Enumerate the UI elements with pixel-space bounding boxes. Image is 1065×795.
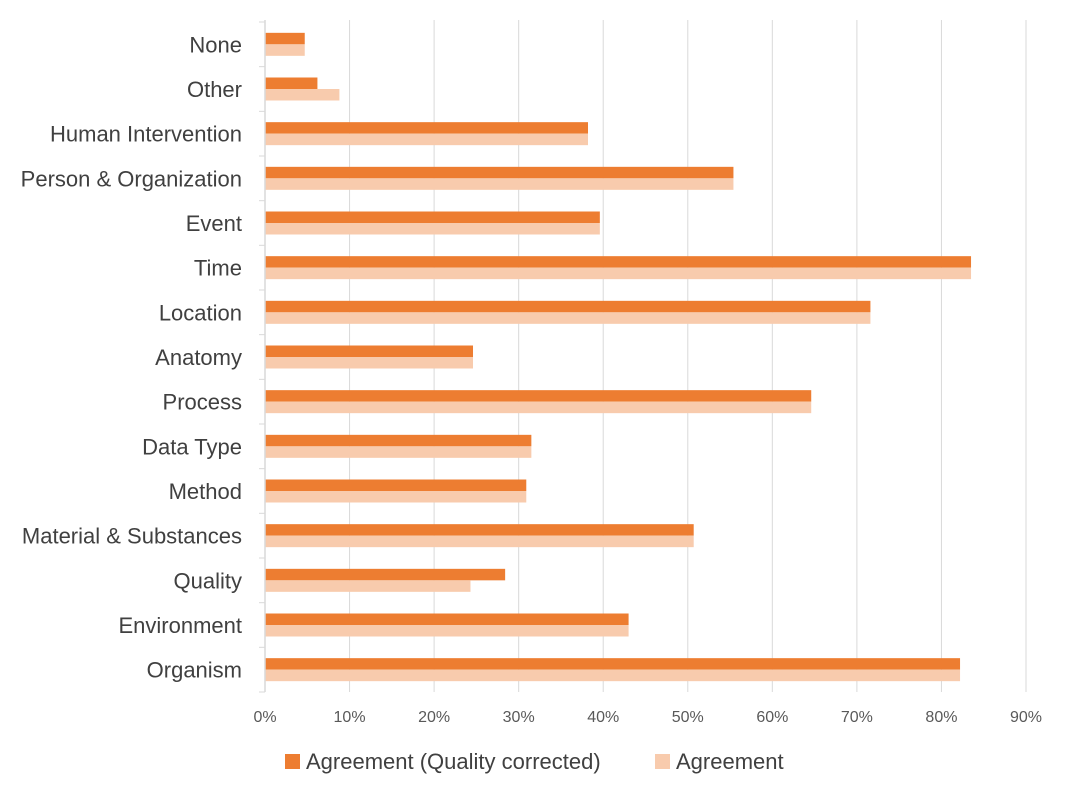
bar-method-agreement (265, 491, 527, 503)
category-label-method: Method (169, 479, 242, 504)
category-label-person-and-organization: Person & Organization (21, 166, 242, 191)
bar-other-agreement (265, 89, 340, 101)
bar-person-and-organization-agreement-quality-corrected (265, 166, 734, 179)
bar-anatomy-agreement-quality-corrected (265, 345, 474, 357)
x-tick-label-20pct: 20% (418, 709, 450, 726)
bar-process-agreement-quality-corrected (265, 390, 812, 402)
bar-quality-agreement (265, 580, 471, 592)
category-label-location: Location (159, 300, 242, 325)
bar-human-intervention-agreement-quality-corrected (265, 122, 589, 134)
category-labels: None Other Human Intervention Person & Orga… (21, 32, 242, 682)
bar-organism-agreement-quality-corrected (265, 658, 961, 670)
bar-environment-agreement-quality-corrected (265, 613, 629, 625)
x-tick-label-90pct: 90% (1010, 709, 1042, 726)
bar-location-agreement (265, 312, 871, 324)
x-tick-label-40pct: 40% (587, 709, 619, 726)
bars (265, 32, 972, 682)
bar-time-agreement-quality-corrected (265, 256, 972, 268)
bar-other-agreement-quality-corrected (265, 77, 318, 89)
category-label-quality: Quality (174, 568, 242, 593)
category-label-none: None (189, 32, 242, 57)
bar-location-agreement-quality-corrected (265, 300, 871, 313)
bar-environment-agreement (265, 625, 629, 637)
legend-swatch-agreement-quality-corrected (285, 754, 300, 769)
category-label-material-and-substances: Material & Substances (22, 524, 242, 549)
bar-material-and-substances-agreement-quality-corrected (265, 524, 694, 536)
category-label-environment: Environment (118, 613, 242, 638)
x-tick-label-80pct: 80% (925, 709, 957, 726)
bar-none-agreement-quality-corrected (265, 32, 305, 45)
bar-data-type-agreement (265, 446, 532, 458)
bar-none-agreement (265, 44, 305, 56)
category-label-anatomy: Anatomy (155, 345, 242, 370)
category-label-organism: Organism (147, 658, 242, 683)
axes (259, 20, 266, 693)
category-label-data-type: Data Type (142, 434, 242, 459)
bar-event-agreement-quality-corrected (265, 211, 600, 223)
x-tick-label-70pct: 70% (841, 709, 873, 726)
bar-human-intervention-agreement (265, 133, 589, 146)
category-label-process: Process (163, 390, 242, 415)
x-tick-label-50pct: 50% (672, 709, 704, 726)
category-label-time: Time (194, 256, 242, 281)
bar-material-and-substances-agreement (265, 535, 694, 548)
bar-quality-agreement-quality-corrected (265, 568, 506, 581)
x-tick-label-0pct: 0% (253, 709, 276, 726)
bar-organism-agreement (265, 669, 961, 682)
bar-time-agreement (265, 267, 972, 280)
x-tick-label-30pct: 30% (503, 709, 535, 726)
bar-process-agreement (265, 401, 812, 414)
bar-method-agreement-quality-corrected (265, 479, 527, 491)
bar-data-type-agreement-quality-corrected (265, 434, 532, 447)
x-tick-labels: 0% 10% 20% 30% 40% 50% 60% 70% 80% 90% (253, 709, 1042, 726)
legend-label-agreement-quality-corrected: Agreement (Quality corrected) (306, 749, 601, 774)
legend: Agreement (Quality corrected) Agreement (285, 749, 784, 774)
category-label-event: Event (186, 211, 242, 236)
legend-label-agreement: Agreement (676, 749, 784, 774)
bar-anatomy-agreement (265, 357, 474, 369)
category-label-other: Other (187, 77, 242, 102)
x-tick-label-60pct: 60% (756, 709, 788, 726)
legend-swatch-agreement (655, 754, 670, 769)
bar-event-agreement (265, 223, 600, 235)
x-tick-label-10pct: 10% (334, 709, 366, 726)
bar-person-and-organization-agreement (265, 178, 734, 190)
category-label-human-intervention: Human Intervention (50, 122, 242, 147)
